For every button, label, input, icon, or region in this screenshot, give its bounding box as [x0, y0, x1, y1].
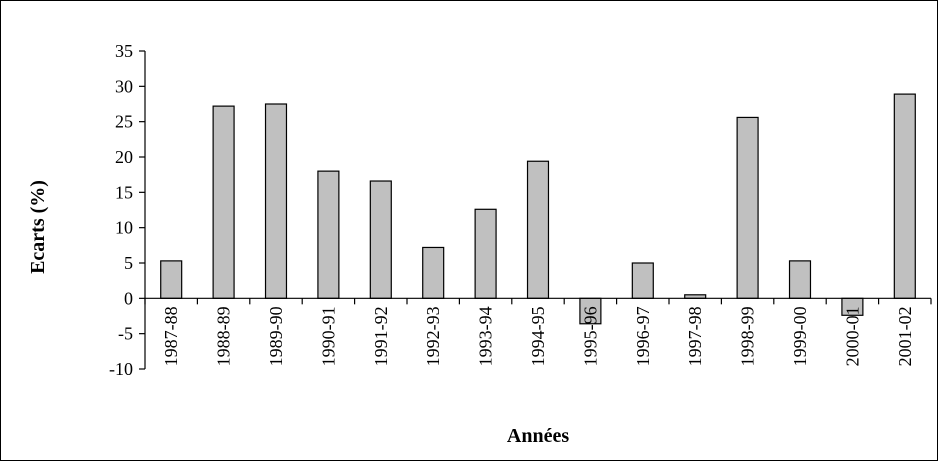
y-tick-label: 35 [115, 41, 133, 61]
x-axis-title: Années [507, 425, 569, 447]
bar [160, 260, 183, 299]
y-axis-title: Ecarts (%) [27, 180, 49, 274]
y-axis: 35 30 25 20 15 10 5 0 -5 -10 [109, 41, 146, 379]
y-tick-label: 25 [115, 112, 133, 132]
x-tick-label: 1990-91 [318, 306, 338, 366]
x-tick-label: 1996-97 [633, 306, 653, 366]
x-tick-label: 2000-01 [842, 306, 862, 366]
x-tick-label: 1993-94 [476, 306, 496, 366]
y-tick-label: 30 [115, 76, 133, 96]
x-tick-label: 1991-92 [371, 306, 391, 366]
x-tick-label: 1997-98 [685, 306, 705, 366]
x-tick-label: 1988-89 [214, 306, 234, 366]
y-tick-label: 10 [115, 218, 133, 238]
bar [422, 246, 445, 299]
bar [788, 260, 812, 299]
x-tick-label: 1998-99 [738, 306, 758, 366]
bar [474, 208, 497, 299]
x-tick-label: 1995-96 [580, 306, 600, 366]
bar [736, 116, 759, 299]
bar [526, 160, 550, 299]
y-tick-label: -5 [118, 324, 133, 344]
x-tick-label: 1999-00 [790, 306, 810, 366]
bars [160, 93, 916, 325]
y-tick-label: -10 [109, 359, 133, 379]
bar [631, 262, 654, 299]
bar [893, 93, 916, 299]
y-tick-label: 0 [124, 288, 133, 308]
y-tick-label: 5 [124, 253, 133, 273]
bar [264, 103, 288, 299]
x-tick-label: 1989-90 [266, 306, 286, 366]
x-tick-label: 2001-02 [895, 306, 915, 366]
x-tick-label: 1987-88 [161, 306, 181, 366]
x-axis: 1987-88 1988-89 1989-90 1990-91 1991-92 1992-… [144, 297, 932, 366]
bar [317, 170, 340, 299]
bar [212, 105, 235, 299]
y-tick-label: 15 [115, 182, 133, 202]
y-tick-label: 20 [115, 147, 133, 167]
x-tick-label: 1994-95 [528, 306, 548, 366]
bar [369, 180, 392, 299]
x-tick-label: 1992-93 [423, 306, 443, 366]
